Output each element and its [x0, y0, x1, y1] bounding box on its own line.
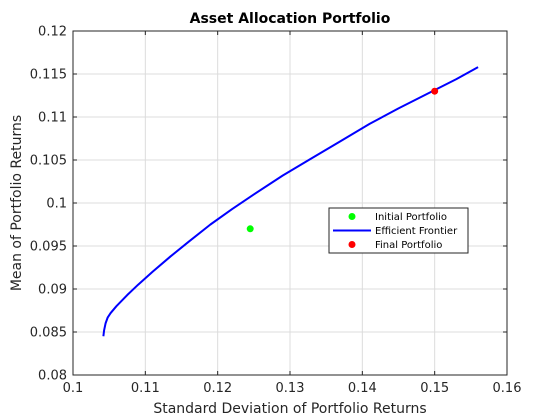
- x-tick-label: 0.16: [493, 381, 522, 396]
- y-tick-label: 0.115: [30, 68, 67, 83]
- series: [102, 66, 479, 337]
- legend-label-initial-portfolio: Initial Portfolio: [375, 212, 447, 223]
- grid: [72, 30, 508, 376]
- legend-items: Initial Portfolio Efficient Frontier Final…: [333, 212, 458, 251]
- y-tick-label: 0.1: [46, 197, 67, 212]
- legend-swatch-initial-portfolio: [348, 213, 356, 220]
- y-tick-label: 0.105: [30, 154, 67, 169]
- initial-portfolio-marker: [246, 225, 254, 233]
- x-tick-label: 0.1: [63, 381, 84, 396]
- y-tick-label: 0.11: [38, 111, 67, 126]
- final-portfolio-marker: [431, 87, 439, 95]
- legend-swatch-final-portfolio: [348, 241, 356, 248]
- y-tick-label: 0.08: [38, 369, 67, 384]
- x-tick-label: 0.12: [203, 381, 232, 396]
- y-tick-label: 0.12: [38, 25, 67, 40]
- x-tick-label: 0.14: [348, 381, 377, 396]
- y-tick-label: 0.09: [38, 283, 67, 298]
- efficient-frontier-line: [102, 66, 479, 337]
- x-axis-title: Standard Deviation of Portfolio Returns: [153, 401, 426, 417]
- ticks: 0.1 0.11 0.12 0.13 0.14 0.15 0.16 0.08 0.085 0.09…: [30, 25, 522, 397]
- x-tick-label: 0.11: [131, 381, 160, 396]
- y-axis-title: Mean of Portfolio Returns: [9, 115, 25, 291]
- y-tick-label: 0.095: [30, 240, 67, 255]
- legend: Initial Portfolio Efficient Frontier Final…: [328, 207, 469, 254]
- chart-title: Asset Allocation Portfolio: [190, 11, 391, 27]
- y-tick-label: 0.085: [30, 326, 67, 341]
- legend-label-efficient-frontier: Efficient Frontier: [375, 226, 458, 237]
- x-tick-label: 0.13: [276, 381, 305, 396]
- x-tick-label: 0.15: [420, 381, 449, 396]
- legend-label-final-portfolio: Final Portfolio: [375, 240, 442, 251]
